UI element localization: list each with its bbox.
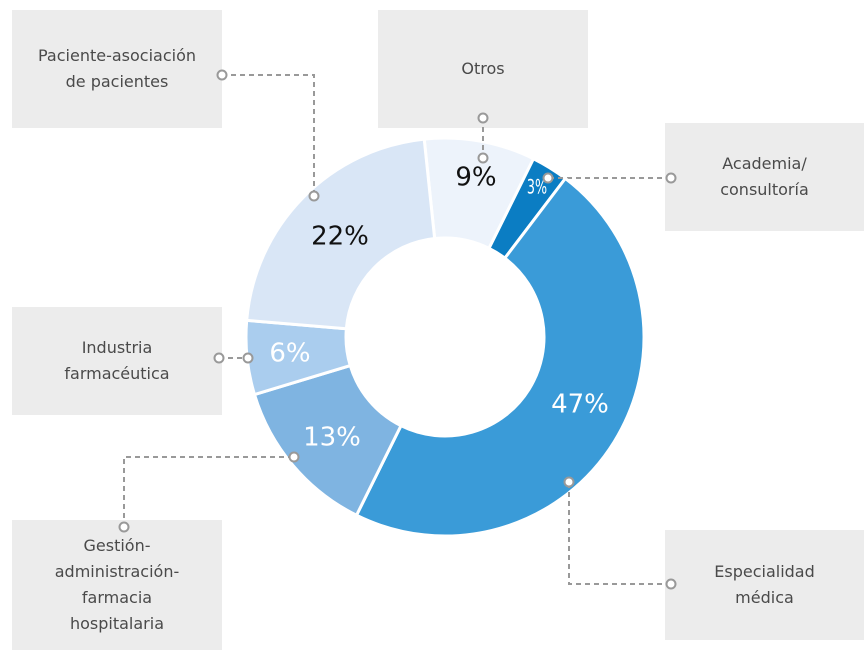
- leader-dot: [118, 521, 130, 533]
- category-label: Paciente-asociación de pacientes: [12, 10, 222, 128]
- donut-segment: [245, 137, 437, 331]
- category-label: Especialidad médica: [665, 530, 864, 640]
- leader-dot: [665, 578, 677, 590]
- leader-line: [222, 74, 315, 196]
- category-label: Industria farmacéutica: [12, 307, 222, 415]
- leader-dot: [477, 152, 489, 164]
- value-label: 47%: [551, 390, 609, 420]
- value-label: 13%: [303, 423, 361, 453]
- leader-dot: [477, 112, 489, 124]
- value-label: 22%: [311, 222, 369, 252]
- leader-dot: [542, 172, 554, 184]
- category-label: Gestión- administración- farmacia hospit…: [12, 520, 222, 650]
- leader-dot: [288, 451, 300, 463]
- leader-dot: [308, 190, 320, 202]
- value-label: 6%: [269, 339, 310, 369]
- leader-dot: [242, 352, 254, 364]
- leader-dot: [665, 172, 677, 184]
- category-label: Otros: [378, 10, 588, 128]
- category-label: Academia/ consultoría: [665, 123, 864, 231]
- leader-dot: [213, 352, 225, 364]
- donut-segment: [354, 176, 646, 538]
- leader-dot: [563, 476, 575, 488]
- leader-dot: [216, 69, 228, 81]
- value-label: 9%: [455, 163, 496, 193]
- leader-line: [123, 456, 294, 527]
- leader-line: [568, 482, 671, 585]
- value-label: 3%: [527, 176, 547, 199]
